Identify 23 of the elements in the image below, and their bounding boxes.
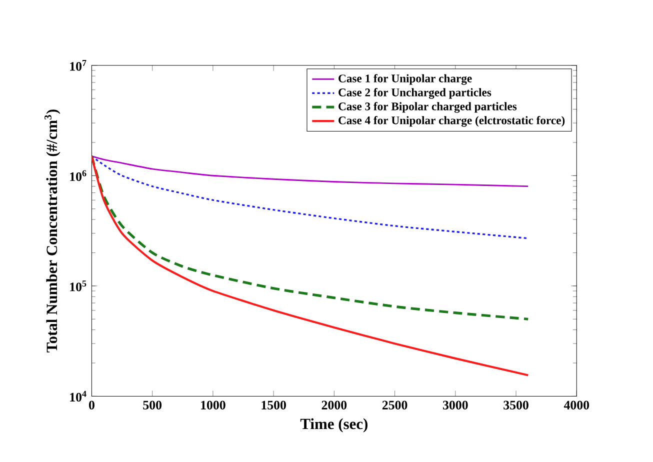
x-tick-label: 4000	[564, 400, 590, 410]
legend-label: Case 4 for Unipolar charge (elctrostatic force)	[338, 116, 565, 127]
x-axis-title: Time (sec)	[300, 418, 368, 432]
x-tick-label: 2500	[382, 400, 408, 410]
legend-label: Case 2 for Uncharged particles	[338, 88, 492, 99]
y-axis-title: Total Number Concentration (#/cm$^{3}$)	[44, 109, 60, 352]
line-series	[92, 154, 530, 320]
legend-label: Case 1 for Unipolar charge	[338, 74, 472, 85]
x-tick-label: 2000	[322, 400, 347, 410]
line-series	[92, 155, 529, 240]
legend-label: Case 3 for Bipolar charged particles	[338, 102, 517, 113]
x-tick-label: 500	[143, 400, 162, 410]
y-tick-label: 10$^{4}$	[70, 390, 86, 402]
line-series	[92, 155, 530, 376]
y-tick-label: 10$^{6}$	[70, 170, 86, 181]
x-tick-label: 0	[88, 400, 94, 410]
line-series	[92, 155, 529, 187]
x-tick-label: 3000	[442, 400, 468, 410]
x-tick-label: 1000	[201, 400, 226, 410]
y-tick-label: 10$^{5}$	[70, 280, 86, 292]
x-tick-label: 1500	[262, 400, 286, 410]
x-tick-label: 3500	[504, 400, 528, 410]
y-tick-label: 10$^{7}$	[70, 60, 86, 71]
